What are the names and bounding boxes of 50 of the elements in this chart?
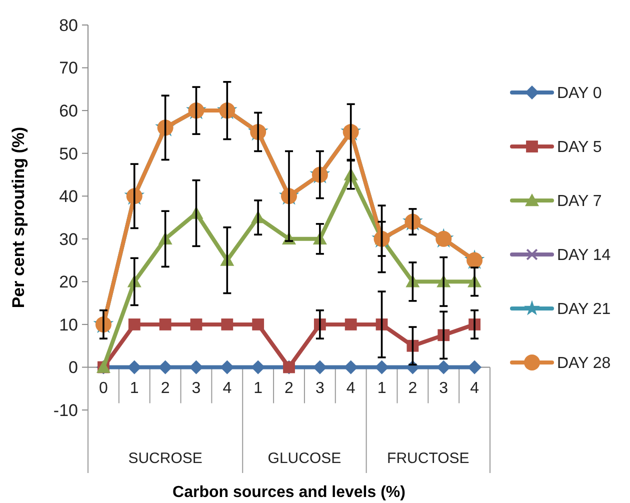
y-tick-label: 70 [59,58,78,78]
x-tick-label: 1 [254,380,263,397]
x-tick-label: 3 [439,380,448,397]
x-tick-label: 2 [160,380,170,397]
x-tick-label: 3 [315,380,324,397]
x-tick-label: 4 [222,380,232,397]
x-axis-title: Carbon sources and levels (%) [172,484,406,501]
text: GLUCOSE [268,450,342,468]
point [436,360,451,374]
x-tick-label: 4 [346,380,356,397]
point [190,318,202,330]
point [221,318,234,330]
point [220,360,234,374]
point [159,318,172,330]
y-tick-label: 0 [68,358,78,378]
legend-label: DAY 7 [557,193,602,210]
legend-label: DAY 0 [557,85,602,102]
point [344,318,357,330]
y-tick-label: 30 [59,230,78,249]
point [468,360,482,374]
point [374,360,389,374]
x-tick-label: 1 [130,380,139,397]
legend-label: DAY 14 [557,247,611,264]
x-tick-label: 4 [470,380,480,397]
point [158,360,172,374]
point [312,360,327,374]
y-tick-label: 40 [59,187,78,206]
point [127,360,142,374]
y-tick-label: 80 [59,16,78,35]
x-tick-label: 2 [408,380,418,397]
point [128,318,140,330]
y-tick-label: 60 [59,102,78,121]
y-tick-label: -10 [53,400,78,420]
y-tick-label: 20 [59,272,78,292]
y-tick-label: 10 [59,315,78,334]
point [251,360,266,374]
point [344,360,358,374]
legend-label: DAY 21 [557,301,611,318]
x-tick-label: 2 [284,380,294,397]
legend-label: DAY 28 [557,355,611,372]
x-tick-label: 0 [99,380,108,397]
point [252,318,264,330]
text: FRUCTOSE [387,450,470,468]
legend-label: DAY 5 [557,139,602,156]
point [189,360,204,374]
text: SUCROSE [128,450,202,468]
x-tick-label: 3 [192,380,201,397]
y-tick-label: 50 [59,144,78,164]
y-axis-title: Per cent sprouting (%) [9,126,28,308]
x-tick-label: 1 [377,380,386,397]
